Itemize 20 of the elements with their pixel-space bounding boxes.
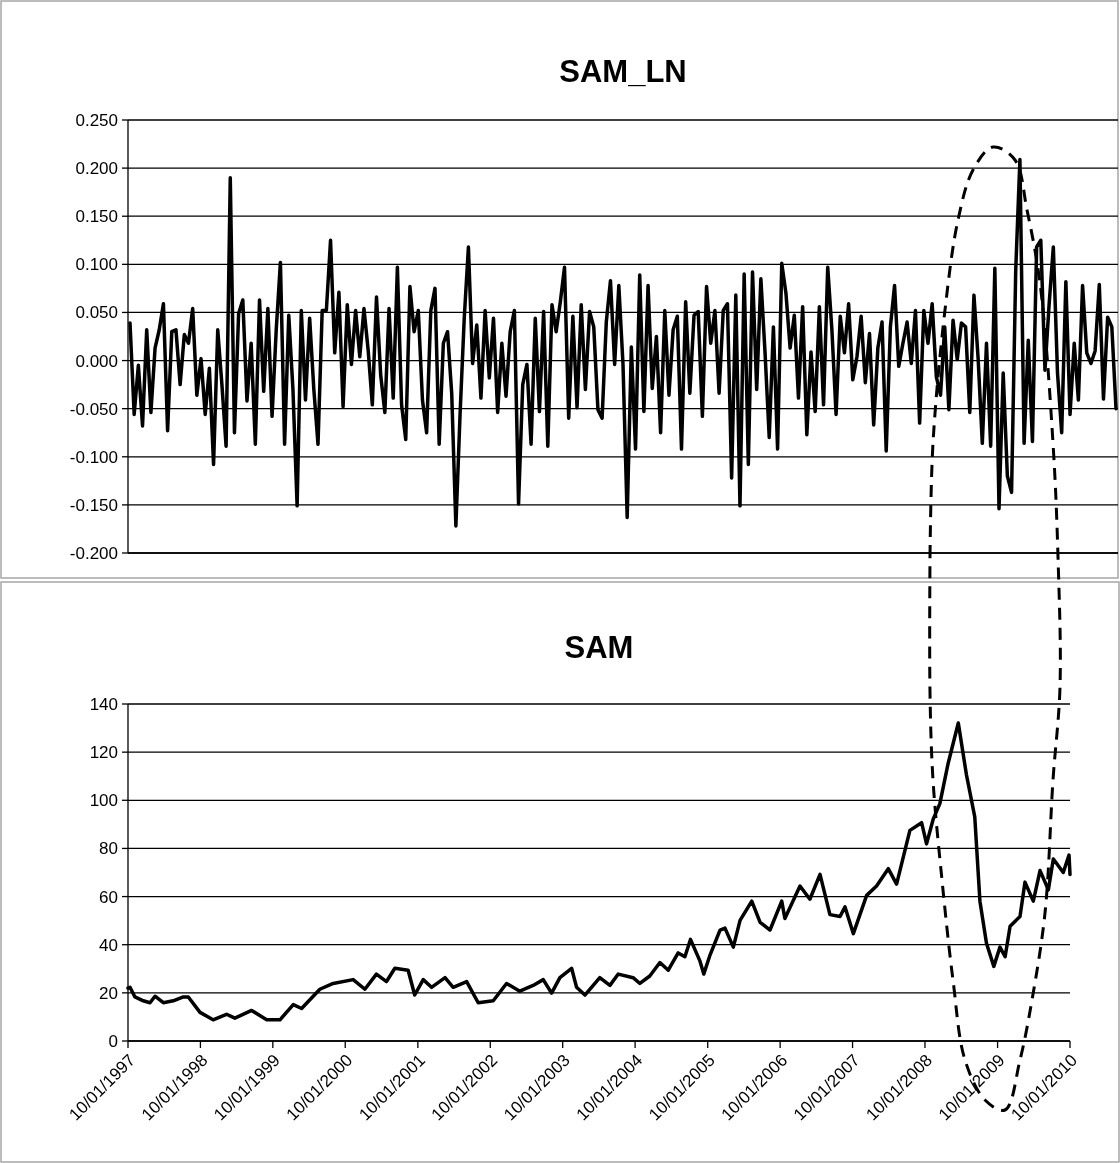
y-tick-label: -0.200	[69, 543, 118, 563]
y-tick-label: -0.150	[69, 495, 118, 515]
y-tick-label: 0.250	[75, 110, 118, 130]
y-tick-label: 60	[99, 887, 118, 907]
chart-title: SAM	[564, 630, 634, 665]
y-tick-label: 0.150	[75, 207, 118, 227]
y-tick-label: 80	[99, 839, 118, 859]
y-tick-label: 120	[89, 743, 118, 763]
y-tick-label: 0.200	[75, 159, 118, 179]
y-tick-label: 40	[99, 935, 118, 955]
y-tick-label: -0.100	[69, 447, 118, 467]
y-tick-label: 100	[89, 791, 118, 811]
y-tick-label: 0.000	[75, 351, 118, 371]
y-tick-label: 0	[108, 1031, 118, 1051]
y-tick-label: 0.050	[75, 303, 118, 323]
y-tick-label: 0.100	[75, 255, 118, 275]
y-tick-label: 140	[89, 694, 118, 714]
y-tick-label: 20	[99, 983, 118, 1003]
chart-title: SAM_LN	[559, 54, 687, 89]
y-tick-label: -0.050	[69, 399, 118, 419]
